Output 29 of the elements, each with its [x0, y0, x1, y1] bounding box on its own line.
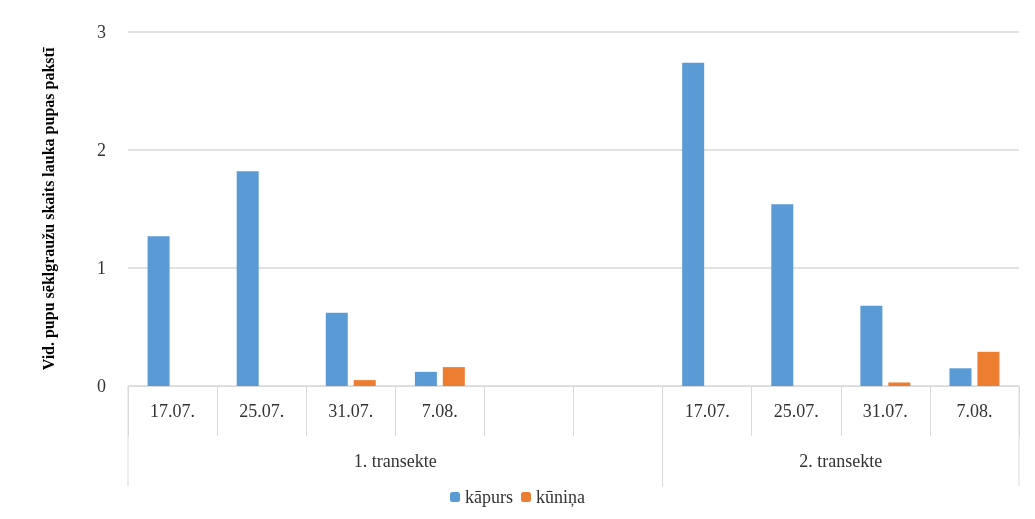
x-tick-label: 25.07. — [239, 401, 285, 421]
bar — [860, 305, 883, 386]
bar — [977, 351, 1000, 386]
y-tick-label: 1 — [97, 258, 106, 278]
bar — [236, 171, 259, 386]
text: 1. transekte — [353, 451, 437, 471]
y-tick-label: 2 — [97, 140, 106, 160]
y-tick-label: 3 — [97, 22, 106, 42]
x-tick-label: 7.08. — [956, 401, 993, 421]
bar — [147, 236, 170, 386]
x-tick-label: 7.08. — [421, 401, 458, 421]
legend-label: kāpurs — [465, 487, 514, 507]
bar — [888, 382, 911, 386]
text: 2. transekte — [799, 451, 883, 471]
x-tick-label: 31.07. — [328, 401, 374, 421]
bar — [949, 368, 972, 386]
bar — [414, 371, 437, 386]
x-tick-label: 31.07. — [862, 401, 908, 421]
bar — [682, 62, 705, 386]
y-tick-label: 0 — [97, 376, 106, 396]
x-tick-label: 17.07. — [150, 401, 196, 421]
x-tick-label: 25.07. — [773, 401, 819, 421]
bar — [442, 367, 465, 386]
bar — [325, 312, 348, 386]
bar — [353, 380, 376, 386]
bar — [771, 204, 794, 386]
legend-label: kūniņa — [536, 487, 585, 507]
x-tick-label: 17.07. — [684, 401, 730, 421]
y-axis-title: Vid. pupu sēklgraužu skaits lauka pupas pakstī — [39, 47, 58, 371]
